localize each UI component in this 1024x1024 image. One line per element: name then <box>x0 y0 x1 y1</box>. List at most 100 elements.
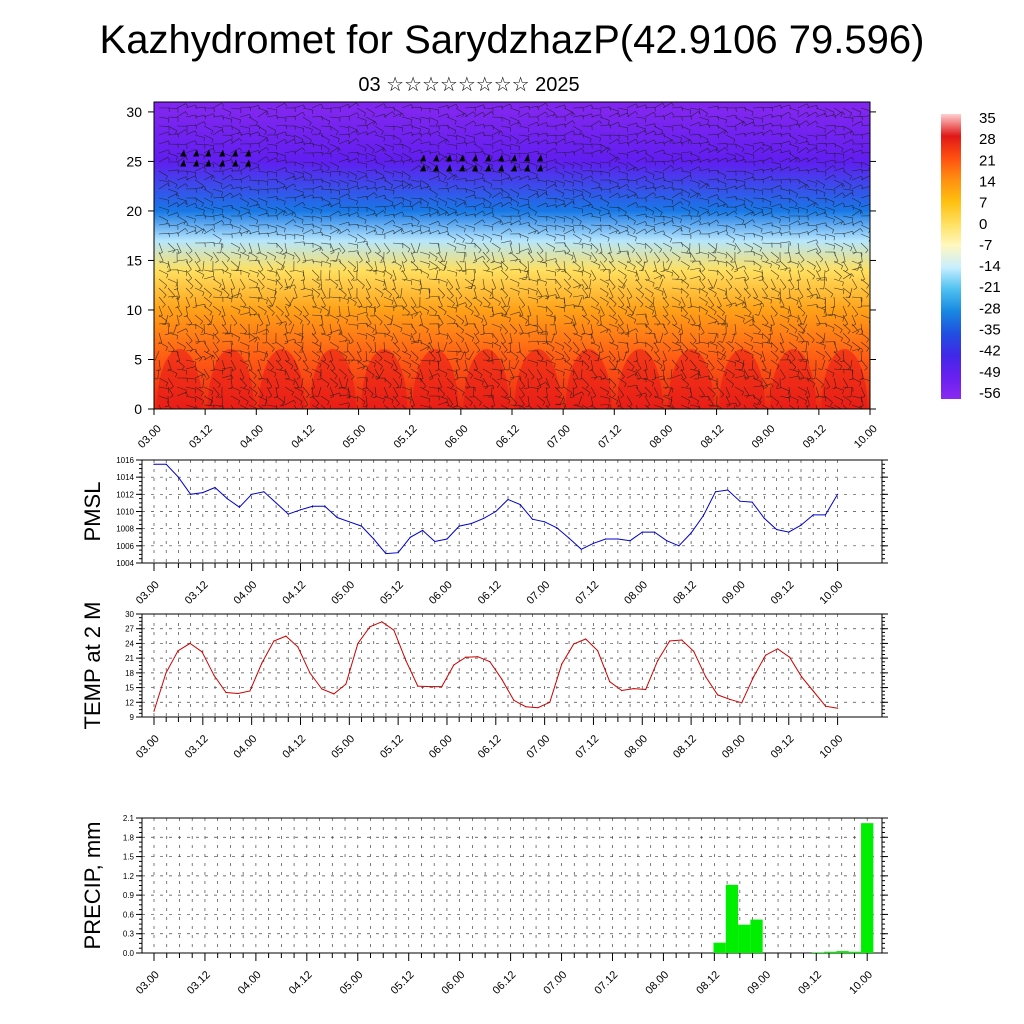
panel-frame <box>141 817 883 954</box>
x-tick-label: 03.00 <box>134 733 162 761</box>
wind-pennant <box>180 159 186 167</box>
x-tick-label: 09.12 <box>796 969 824 997</box>
data-point <box>705 676 707 678</box>
y-axis-title: PRECIP, mm <box>80 822 105 950</box>
data-point <box>238 506 241 508</box>
y-tick-label: 1016 <box>116 456 134 465</box>
precip-bar <box>713 942 726 953</box>
y-tick-label: 0.6 <box>123 910 135 919</box>
data-point <box>800 524 802 526</box>
precipitation-panel: 0.0 0.3 0.6 0.9 1.2 1.5 1.8 2.1 03.00 03.12 04.00 0… <box>80 814 888 997</box>
data-point <box>763 517 765 519</box>
data-point <box>561 663 563 665</box>
data-point <box>641 531 643 533</box>
data-point <box>299 509 302 511</box>
data-point <box>201 651 203 653</box>
colorbar-label: -28 <box>979 300 1001 317</box>
page-title: Kazhydromet for SarydzhazP(42.9106 79.59… <box>99 18 925 62</box>
surface-heating <box>156 349 868 409</box>
data-point <box>585 638 587 640</box>
x-tick-label: 08.12 <box>671 733 699 761</box>
y-tick-label: 15 <box>125 684 134 693</box>
data-point <box>165 672 167 674</box>
x-tick-label: 04.00 <box>238 423 266 451</box>
colorbar-label: 0 <box>979 216 987 233</box>
data-point <box>495 510 497 513</box>
data-point <box>507 498 509 501</box>
y-tick-label: 21 <box>125 654 134 663</box>
wind-pennant <box>485 154 491 162</box>
data-point <box>249 690 251 692</box>
y-tick-label: 1.5 <box>123 853 135 862</box>
x-tick-label: 06.12 <box>491 969 519 997</box>
data-point <box>441 685 443 688</box>
heatmap-field <box>154 102 870 409</box>
data-point <box>385 552 387 555</box>
data-point <box>727 489 729 491</box>
precip-bar <box>861 823 874 953</box>
y-tick-label: 0.9 <box>123 891 135 900</box>
x-tick-label: 03.00 <box>134 579 162 607</box>
wind-pennant <box>472 164 478 172</box>
data-point <box>482 517 485 519</box>
data-point <box>489 660 491 663</box>
x-tick-label: 06.12 <box>494 423 522 451</box>
wind-pennant <box>420 164 426 172</box>
x-tick-label: 05.12 <box>378 733 406 761</box>
y-tick-label: 1010 <box>116 508 134 517</box>
x-tick-label: 07.12 <box>573 733 601 761</box>
colorbar-label: -14 <box>979 258 1001 275</box>
precip-bar <box>725 884 739 953</box>
x-tick-label: 09.12 <box>769 733 797 761</box>
data-point <box>519 504 521 506</box>
x-tick-label: 04.12 <box>280 579 308 607</box>
data-point <box>531 518 534 520</box>
precip-bar <box>811 952 825 953</box>
x-tick-label: 06.00 <box>443 423 471 451</box>
x-tick-label: 09.00 <box>750 423 778 451</box>
x-tick-label: 10.00 <box>852 423 880 451</box>
x-tick-label: 07.00 <box>545 423 573 451</box>
colorbar-label: 35 <box>979 110 996 127</box>
data-point <box>360 525 363 527</box>
data-point <box>177 650 179 652</box>
data-point <box>568 537 570 539</box>
data-point <box>580 548 582 550</box>
series-line <box>154 463 839 555</box>
x-tick-label: 08.00 <box>622 579 650 607</box>
x-tick-label: 06.00 <box>427 733 455 761</box>
data-point <box>434 540 436 543</box>
x-tick-label: 05.12 <box>389 969 417 997</box>
data-point <box>753 676 755 678</box>
x-tick-label: 06.00 <box>440 969 468 997</box>
x-tick-label: 03.00 <box>134 969 162 997</box>
data-point <box>549 701 551 703</box>
temperature-panel: 9 12 15 18 21 24 27 30 03.00 03.12 04.00 04.12 05.00… <box>80 602 888 761</box>
data-point <box>837 707 839 709</box>
data-point <box>775 528 778 531</box>
colorbar-strip <box>941 114 961 399</box>
data-point <box>729 698 731 700</box>
x-tick-label: 06.12 <box>476 579 504 607</box>
data-point <box>739 500 741 502</box>
data-point <box>373 538 375 540</box>
data-point <box>556 527 558 529</box>
colorbar-label: -49 <box>979 364 1001 381</box>
wind-pennant <box>511 164 517 172</box>
temperature-cross-section-panel: 0 5 10 15 20 25 30 03.00 03.12 04.00 04.12 05.00 05.… <box>126 101 880 451</box>
data-point <box>251 493 253 495</box>
y-tick-label: 1004 <box>116 559 134 568</box>
data-point <box>693 650 695 652</box>
data-point <box>348 521 350 523</box>
warm-surface-blob <box>309 349 357 409</box>
wind-pennant <box>537 164 543 172</box>
precip-bar <box>750 919 763 953</box>
colorbar-label: -35 <box>979 322 1001 339</box>
colorbar-label: -42 <box>979 343 1001 360</box>
x-tick-label: 10.00 <box>818 733 846 761</box>
wind-pennant <box>537 154 543 162</box>
x-tick-label: 05.00 <box>340 423 368 451</box>
x-tick-label: 07.12 <box>592 969 620 997</box>
x-tick-label: 06.12 <box>476 733 504 761</box>
warm-surface-blob <box>361 349 408 409</box>
